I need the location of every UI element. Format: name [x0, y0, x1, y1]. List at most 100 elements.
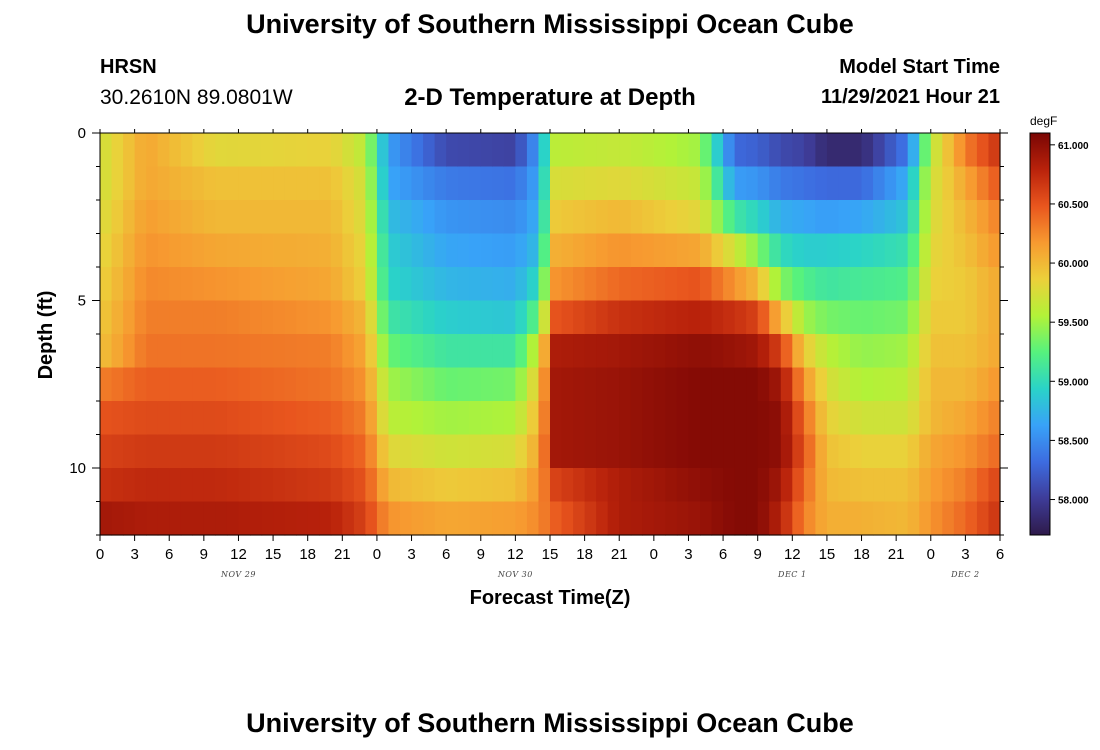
- heatmap-cell: [619, 334, 632, 369]
- heatmap-cell: [434, 200, 447, 235]
- heatmap-cell: [388, 468, 401, 503]
- heatmap-cell: [607, 367, 620, 402]
- heatmap-cell: [226, 434, 240, 469]
- heatmap-cell: [157, 367, 170, 402]
- heatmap-cell: [596, 367, 609, 402]
- heatmap-cell: [850, 267, 863, 302]
- heatmap-cell: [942, 367, 955, 402]
- heatmap-cell: [180, 401, 193, 436]
- heatmap-cell: [457, 133, 470, 168]
- heatmap-cell: [688, 200, 701, 235]
- heatmap-cell: [723, 334, 736, 369]
- heatmap-cell: [457, 367, 470, 402]
- heatmap-cell: [965, 300, 978, 335]
- heatmap-cell: [746, 434, 759, 469]
- heatmap-cell: [446, 434, 459, 469]
- heatmap-cell: [746, 367, 759, 402]
- heatmap-cell: [723, 300, 736, 335]
- heatmap-cell: [734, 233, 747, 268]
- heatmap-cell: [884, 233, 897, 268]
- heatmap-cell: [423, 233, 436, 268]
- heatmap-cell: [642, 166, 655, 201]
- heatmap-cell: [457, 334, 470, 369]
- heatmap-cell: [607, 133, 620, 168]
- heatmap-cell: [319, 166, 332, 201]
- heatmap-cell: [330, 434, 343, 469]
- heatmap-cell: [284, 434, 297, 469]
- heatmap-cell: [180, 334, 193, 369]
- heatmap-cell: [123, 300, 136, 335]
- heatmap-cell: [550, 468, 563, 503]
- heatmap-cell: [746, 300, 759, 335]
- heatmap-cell: [734, 133, 747, 168]
- heatmap-cell: [123, 401, 136, 436]
- heatmap-cell: [769, 501, 782, 536]
- heatmap-cell: [861, 501, 874, 536]
- heatmap-cell: [746, 166, 759, 201]
- heatmap-cell: [711, 166, 724, 201]
- heatmap-cell: [457, 267, 470, 302]
- heatmap-cell: [561, 300, 574, 335]
- heatmap-cell: [123, 200, 136, 235]
- heatmap-cell: [503, 434, 516, 469]
- heatmap-cell: [642, 401, 655, 436]
- heatmap-cell: [307, 334, 320, 369]
- heatmap-cell: [434, 233, 447, 268]
- heatmap-cell: [342, 300, 355, 335]
- heatmap-cell: [815, 233, 828, 268]
- heatmap-cell: [919, 133, 932, 168]
- heatmap-cell: [538, 501, 551, 536]
- heatmap-cell: [930, 367, 943, 402]
- heatmap-cell: [319, 334, 332, 369]
- heatmap-cell: [330, 200, 343, 235]
- heatmap-cell: [907, 334, 920, 369]
- heatmap-cell: [250, 133, 263, 168]
- heatmap-cell: [100, 401, 113, 436]
- heatmap-cell: [873, 367, 886, 402]
- heatmap-cell: [307, 468, 320, 503]
- heatmap-cell: [561, 233, 574, 268]
- heatmap-cell: [469, 468, 482, 503]
- heatmap-cell: [792, 200, 805, 235]
- heatmap-cell: [492, 300, 505, 335]
- heatmap-cell: [965, 267, 978, 302]
- heatmap-cell: [157, 166, 170, 201]
- heatmap-cell: [400, 501, 413, 536]
- heatmap-cell: [250, 401, 263, 436]
- heatmap-cell: [388, 434, 401, 469]
- heatmap-cell: [215, 200, 228, 235]
- heatmap-cell: [630, 133, 643, 168]
- heatmap-cell: [446, 300, 459, 335]
- heatmap-cell: [561, 133, 574, 168]
- heatmap-cell: [330, 334, 343, 369]
- heatmap-cell: [284, 166, 297, 201]
- heatmap-cell: [757, 434, 770, 469]
- heatmap-cell: [642, 133, 655, 168]
- heatmap-cell: [573, 434, 586, 469]
- heatmap-cell: [388, 133, 401, 168]
- heatmap-cell: [353, 501, 366, 536]
- heatmap-cell: [700, 401, 713, 436]
- heatmap-cell: [896, 200, 909, 235]
- heatmap-cell: [976, 300, 990, 335]
- heatmap-cell: [700, 233, 713, 268]
- heatmap-cell: [653, 434, 666, 469]
- heatmap-cell: [919, 501, 932, 536]
- heatmap-cell: [861, 367, 874, 402]
- heatmap-cell: [607, 200, 620, 235]
- heatmap-cell: [400, 334, 413, 369]
- heatmap-cell: [388, 334, 401, 369]
- heatmap-cell: [307, 233, 320, 268]
- colorbar-tick-label: 58.000: [1058, 496, 1089, 507]
- heatmap-cell: [157, 334, 170, 369]
- heatmap-cell: [780, 334, 793, 369]
- heatmap-cell: [607, 300, 620, 335]
- heatmap-cell: [723, 501, 736, 536]
- heatmap-cell: [180, 233, 193, 268]
- heatmap-cell: [780, 133, 793, 168]
- heatmap-cell: [573, 468, 586, 503]
- heatmap-cell: [100, 300, 113, 335]
- heatmap-cell: [596, 468, 609, 503]
- heatmap-cell: [146, 501, 159, 536]
- heatmap-cell: [180, 300, 193, 335]
